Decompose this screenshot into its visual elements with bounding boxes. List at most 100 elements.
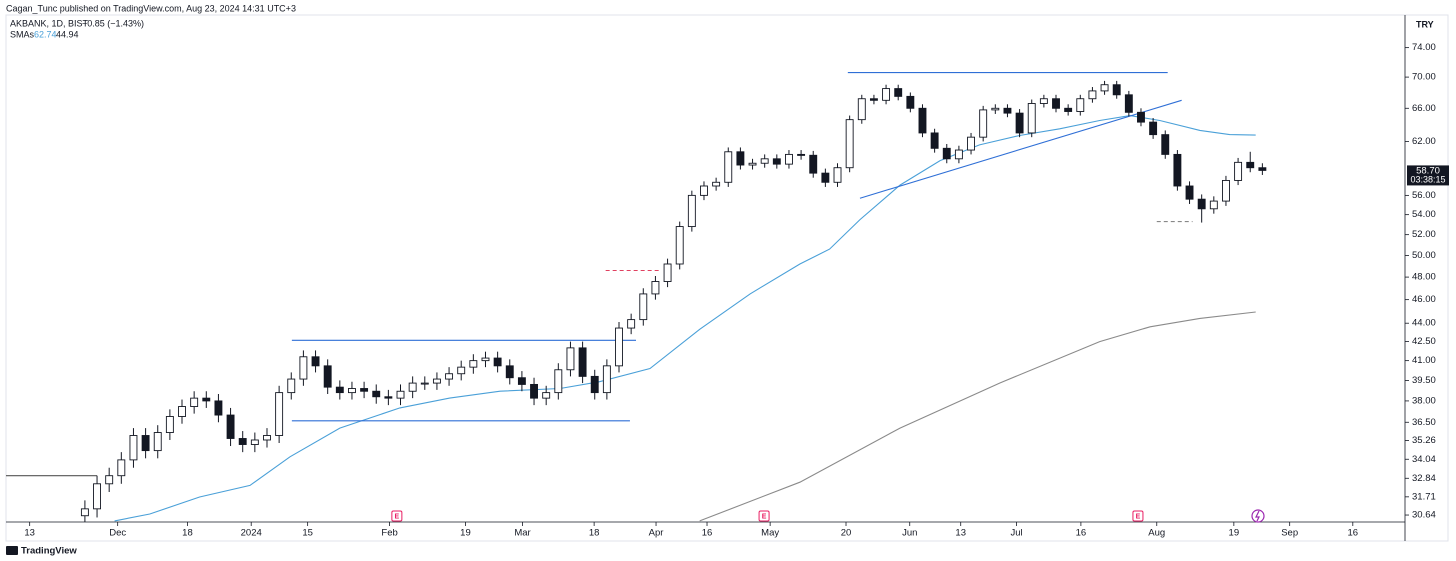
candle-body (469, 360, 478, 368)
candle-body (335, 386, 344, 394)
y-tick-label: 42.50 (1412, 336, 1436, 347)
candle-body (821, 172, 830, 183)
x-tick-label: 16 (702, 528, 713, 539)
candle-body (372, 390, 381, 398)
plot (6, 72, 1267, 522)
y-tick-label: 32.84 (1412, 473, 1436, 484)
candle-body (275, 392, 284, 436)
y-tick-label: 34.04 (1412, 454, 1436, 465)
candle-body (360, 388, 369, 392)
candle-body (809, 154, 818, 174)
price-badge (1407, 165, 1449, 186)
candle-body (857, 98, 866, 121)
y-tick-label: 41.00 (1412, 355, 1436, 366)
candle-body (1064, 107, 1073, 112)
candle-body (1112, 84, 1121, 96)
candle-body (954, 149, 963, 160)
y-tick-label: 44.00 (1412, 318, 1436, 329)
x-tick-label: 18 (589, 528, 600, 539)
symbol: AKBANK, 1D, BIST (10, 18, 89, 28)
y-tick-label: 62.00 (1412, 136, 1436, 147)
candle-body (165, 416, 174, 433)
y-tick-label: 36.50 (1412, 417, 1436, 428)
candle-body (457, 366, 466, 375)
y-tick-label: 74.00 (1412, 42, 1436, 53)
candle-body (1003, 107, 1012, 114)
y-tick-label: 31.71 (1412, 491, 1436, 502)
candle-body (1222, 179, 1230, 202)
publisher: Cagan_Tunc published on TradingView.com,… (6, 3, 296, 13)
candle-body (214, 400, 223, 416)
candle-body (906, 95, 915, 109)
candle-body (1161, 134, 1170, 155)
currency: TRY (1416, 19, 1434, 29)
candle-body (894, 88, 903, 97)
brand: TradingView (21, 546, 77, 557)
y-tick-label: 38.00 (1412, 395, 1436, 406)
candle-body (590, 375, 599, 394)
candle-body (602, 365, 611, 394)
sma-value: 44.94 (56, 29, 79, 39)
candle-body (554, 369, 563, 394)
x-tick-label: Feb (381, 528, 397, 539)
candle-body (1234, 161, 1243, 181)
candle-body (263, 435, 271, 441)
candle-body (190, 397, 199, 407)
candle-body (1149, 121, 1158, 136)
x-tick-label: 13 (24, 528, 35, 539)
candle-body (1124, 94, 1133, 113)
candle-body (724, 151, 733, 183)
candle-body (238, 438, 247, 445)
x-tick-label: 19 (1229, 528, 1240, 539)
candle-body (323, 365, 332, 388)
candle-body (1185, 185, 1194, 200)
candle-body (1076, 98, 1085, 112)
candle-body (1209, 200, 1218, 210)
candle-body (1137, 111, 1145, 123)
earnings-icon (1132, 510, 1144, 522)
y-tick-label: 56.00 (1412, 190, 1436, 201)
candle-body (517, 377, 526, 385)
x-tick-label: May (761, 528, 779, 539)
candle-body (250, 439, 259, 445)
candle-body (153, 432, 162, 452)
y-tick-label: 54.00 (1412, 209, 1436, 220)
price-label: 58.70 (1416, 165, 1440, 176)
candle-body (869, 98, 878, 101)
candle-body (445, 373, 454, 380)
candle-body (1052, 98, 1060, 109)
candle-body (311, 356, 320, 367)
x-tick-label: 13 (955, 528, 966, 539)
candle-body (493, 357, 502, 367)
earnings-icon (758, 510, 770, 522)
candle-body (348, 388, 356, 394)
candle-body (675, 226, 684, 265)
candle-body (748, 162, 757, 166)
candle-body (687, 194, 696, 228)
x-tick-label: 16 (1076, 528, 1087, 539)
earnings-label: E (1136, 513, 1141, 520)
candle-body (663, 263, 672, 282)
candle-body (1197, 198, 1206, 210)
y-tick-label: 39.50 (1412, 375, 1436, 386)
candle-body (1088, 90, 1097, 100)
x-tick-label: Mar (514, 528, 530, 539)
candle-body (797, 153, 806, 156)
candle-body (505, 365, 514, 379)
x-tick-label: 18 (182, 528, 193, 539)
candle-body (991, 107, 1000, 111)
candle-body (627, 319, 636, 329)
frame (5, 14, 1449, 542)
candle-body (639, 293, 648, 321)
drawing-line (859, 99, 1182, 199)
y-tick-label: 66.00 (1412, 103, 1436, 114)
x-tick-label: Sep (1281, 528, 1298, 539)
x-tick-label: 2024 (241, 528, 262, 539)
y-tick-label: 50.00 (1412, 250, 1436, 261)
candle-body (396, 390, 405, 399)
candle-body (930, 132, 939, 149)
candle-body (845, 119, 854, 169)
candle-body (226, 414, 235, 439)
x-tick-label: Jun (902, 528, 917, 539)
